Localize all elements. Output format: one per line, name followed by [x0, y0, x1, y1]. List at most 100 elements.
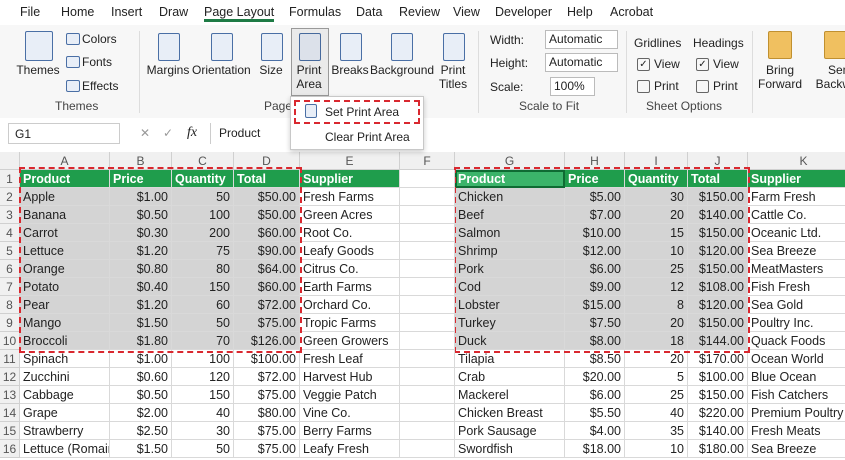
header-cell[interactable]: Price — [110, 170, 172, 188]
checkbox[interactable]: ✓ — [637, 58, 650, 71]
cell[interactable]: 50 — [172, 188, 234, 206]
cell[interactable]: $2.50 — [110, 422, 172, 440]
cell[interactable]: $100.00 — [234, 350, 300, 368]
page-setup-button[interactable]: Background — [370, 63, 435, 77]
menu-tab[interactable]: Acrobat — [610, 5, 654, 19]
cell[interactable] — [400, 404, 455, 422]
page-setup-button[interactable]: Print Area — [296, 63, 322, 91]
headings-view[interactable]: View — [713, 57, 739, 71]
cell[interactable]: Fresh Meats — [748, 422, 845, 440]
cell[interactable] — [400, 440, 455, 458]
cell[interactable]: $15.00 — [565, 296, 625, 314]
menu-tab[interactable]: Formulas — [289, 5, 342, 19]
send-backward-button[interactable]: Send Backward — [815, 63, 845, 91]
cell[interactable]: $75.00 — [234, 314, 300, 332]
cell[interactable]: $1.20 — [110, 242, 172, 260]
cell[interactable]: Fish Fresh — [748, 278, 845, 296]
header-cell[interactable]: Total — [688, 170, 748, 188]
colors-button[interactable]: Colors — [82, 32, 117, 46]
row-header[interactable]: 7 — [0, 278, 20, 296]
cell[interactable]: Cod — [455, 278, 565, 296]
cell[interactable]: Sea Breeze — [748, 242, 845, 260]
cell[interactable]: 60 — [172, 296, 234, 314]
menu-item[interactable]: Set Print Area — [325, 105, 400, 119]
column-header[interactable]: J — [688, 152, 748, 170]
cell[interactable]: $180.00 — [688, 440, 748, 458]
row-header[interactable]: 4 — [0, 224, 20, 242]
column-header[interactable]: D — [234, 152, 300, 170]
cell[interactable]: 150 — [172, 278, 234, 296]
column-header[interactable]: H — [565, 152, 625, 170]
cell[interactable]: Quack Foods — [748, 332, 845, 350]
cell[interactable]: $1.00 — [110, 188, 172, 206]
cell[interactable]: $4.00 — [565, 422, 625, 440]
checkbox[interactable] — [696, 80, 709, 93]
cell[interactable]: $5.50 — [565, 404, 625, 422]
cell[interactable]: Earth Farms — [300, 278, 400, 296]
header-cell[interactable]: Supplier — [300, 170, 400, 188]
cell[interactable]: Chicken — [455, 188, 565, 206]
cell[interactable]: $8.50 — [565, 350, 625, 368]
themes-button[interactable]: Themes — [16, 63, 60, 77]
cell[interactable]: $150.00 — [688, 188, 748, 206]
column-header[interactable]: A — [20, 152, 110, 170]
cell[interactable]: Pork — [455, 260, 565, 278]
cell[interactable]: $6.00 — [565, 260, 625, 278]
cell[interactable]: $2.00 — [110, 404, 172, 422]
row-header[interactable]: 10 — [0, 332, 20, 350]
cell[interactable]: $10.00 — [565, 224, 625, 242]
menu-item[interactable]: Clear Print Area — [325, 130, 410, 144]
column-header[interactable]: B — [110, 152, 172, 170]
menu-tab[interactable]: Help — [567, 5, 593, 19]
effects-button[interactable]: Effects — [82, 79, 119, 93]
cell[interactable]: 80 — [172, 260, 234, 278]
cell[interactable]: $0.50 — [110, 206, 172, 224]
cell[interactable]: Lettuce (Romain — [20, 440, 110, 458]
column-header[interactable]: C — [172, 152, 234, 170]
cell[interactable]: 200 — [172, 224, 234, 242]
cell[interactable]: Carrot — [20, 224, 110, 242]
cell[interactable]: $20.00 — [565, 368, 625, 386]
cell[interactable] — [400, 260, 455, 278]
cell[interactable]: $72.00 — [234, 368, 300, 386]
page-setup-button[interactable]: Orientation — [192, 63, 251, 77]
header-cell[interactable]: Product — [455, 170, 565, 188]
row-header[interactable]: 13 — [0, 386, 20, 404]
cell[interactable]: $126.00 — [234, 332, 300, 350]
cell[interactable]: Cattle Co. — [748, 206, 845, 224]
formula-input[interactable]: Product — [210, 123, 845, 144]
cell[interactable] — [400, 296, 455, 314]
cell[interactable]: 120 — [172, 368, 234, 386]
column-header[interactable]: I — [625, 152, 688, 170]
cell[interactable]: $108.00 — [688, 278, 748, 296]
cell[interactable]: $120.00 — [688, 296, 748, 314]
cell[interactable]: $0.50 — [110, 386, 172, 404]
cell[interactable]: Oceanic Ltd. — [748, 224, 845, 242]
cell[interactable]: 20 — [625, 350, 688, 368]
cell[interactable]: Mango — [20, 314, 110, 332]
row-header[interactable]: 5 — [0, 242, 20, 260]
cell[interactable]: Green Growers — [300, 332, 400, 350]
cell[interactable]: $150.00 — [688, 224, 748, 242]
cell[interactable]: 40 — [625, 404, 688, 422]
bring-forward-button[interactable]: Bring Forward — [757, 63, 802, 91]
cell[interactable] — [400, 332, 455, 350]
cell[interactable]: 30 — [625, 188, 688, 206]
cell[interactable]: $90.00 — [234, 242, 300, 260]
cell[interactable]: Duck — [455, 332, 565, 350]
fonts-button[interactable]: Fonts — [82, 55, 113, 69]
cell[interactable]: $150.00 — [688, 314, 748, 332]
cell[interactable]: 20 — [625, 314, 688, 332]
cell[interactable]: $7.00 — [565, 206, 625, 224]
menu-tab[interactable]: Review — [399, 5, 440, 19]
enter-icon[interactable]: ✓ — [163, 126, 174, 140]
cell[interactable]: Fresh Leaf — [300, 350, 400, 368]
cell[interactable]: $60.00 — [234, 224, 300, 242]
column-header[interactable]: K — [748, 152, 845, 170]
cell[interactable]: $8.00 — [565, 332, 625, 350]
cell[interactable]: $140.00 — [688, 206, 748, 224]
cell[interactable]: 50 — [172, 314, 234, 332]
cell[interactable]: Farm Fresh — [748, 188, 845, 206]
cell[interactable]: $0.40 — [110, 278, 172, 296]
cell[interactable]: Mackerel — [455, 386, 565, 404]
